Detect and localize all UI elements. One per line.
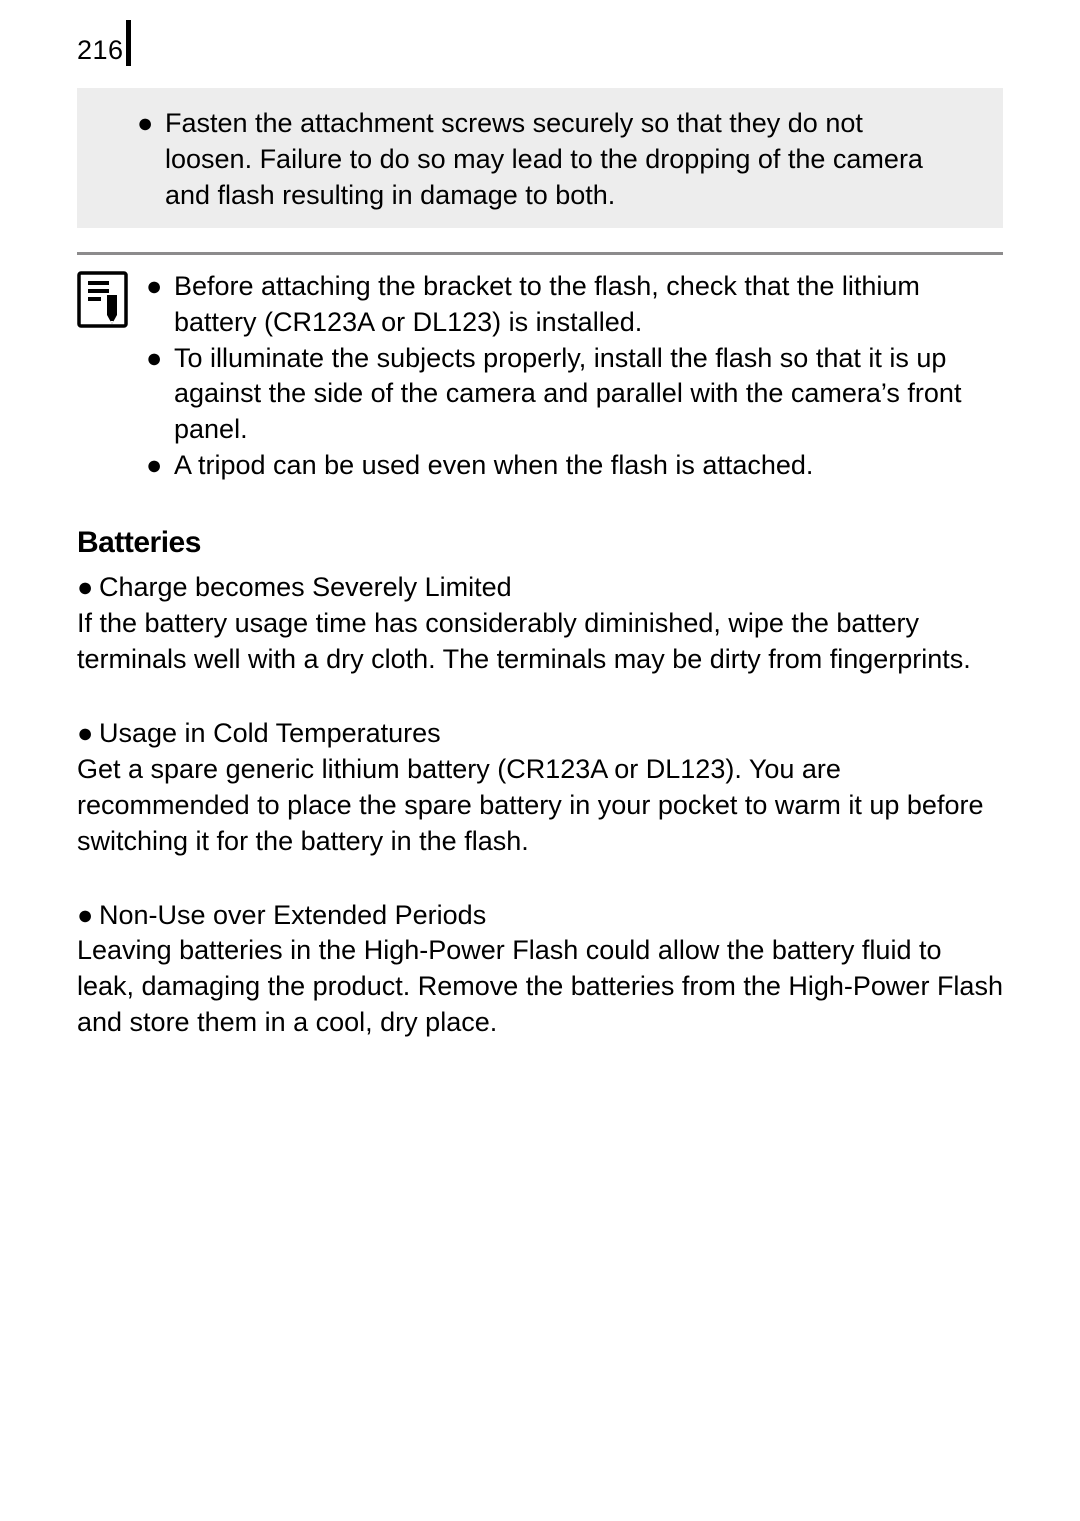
note-item: ● A tripod can be used even when the fla… (146, 448, 1003, 484)
topic-block: ● Usage in Cold Temperatures Get a spare… (77, 716, 1003, 860)
topic-label: Non-Use over Extended Periods (99, 898, 1003, 934)
page-number: 216 (77, 37, 124, 66)
topic-label-row: ● Usage in Cold Temperatures (77, 716, 1003, 752)
bullet-icon: ● (77, 570, 99, 606)
bullet-icon: ● (77, 898, 99, 934)
bullet-icon: ● (146, 269, 174, 305)
topic-body: Get a spare generic lithium battery (CR1… (77, 752, 1003, 860)
warning-text: Fasten the attachment screws securely so… (165, 106, 943, 214)
note-item: ● Before attaching the bracket to the fl… (146, 269, 1003, 341)
page-number-wrap: 216 (77, 26, 1003, 66)
note-item: ● To illuminate the subjects properly, i… (146, 341, 1003, 449)
topic-label: Charge becomes Severely Limited (99, 570, 1003, 606)
note-box: ● Before attaching the bracket to the fl… (77, 252, 1003, 484)
bullet-icon: ● (137, 106, 165, 142)
topic-body: Leaving batteries in the High-Power Flas… (77, 933, 1003, 1041)
note-list: ● Before attaching the bracket to the fl… (146, 269, 1003, 484)
topic-body: If the battery usage time has considerab… (77, 606, 1003, 678)
section-heading: Batteries (77, 526, 1003, 560)
bullet-icon: ● (146, 448, 174, 484)
note-text: Before attaching the bracket to the flas… (174, 269, 1003, 341)
bullet-icon: ● (146, 341, 174, 377)
topic-label: Usage in Cold Temperatures (99, 716, 1003, 752)
manual-page: 216 ● Fasten the attachment screws secur… (0, 0, 1080, 1521)
note-text: To illuminate the subjects properly, ins… (174, 341, 1003, 449)
warning-item: ● Fasten the attachment screws securely … (137, 106, 943, 214)
notepad-pencil-icon (77, 271, 128, 328)
topic-block: ● Non-Use over Extended Periods Leaving … (77, 898, 1003, 1042)
page-number-bar (126, 20, 131, 66)
topic-label-row: ● Non-Use over Extended Periods (77, 898, 1003, 934)
warning-box: ● Fasten the attachment screws securely … (77, 88, 1003, 228)
note-text: A tripod can be used even when the flash… (174, 448, 1003, 484)
topic-block: ● Charge becomes Severely Limited If the… (77, 570, 1003, 678)
bullet-icon: ● (77, 716, 99, 752)
topic-label-row: ● Charge becomes Severely Limited (77, 570, 1003, 606)
